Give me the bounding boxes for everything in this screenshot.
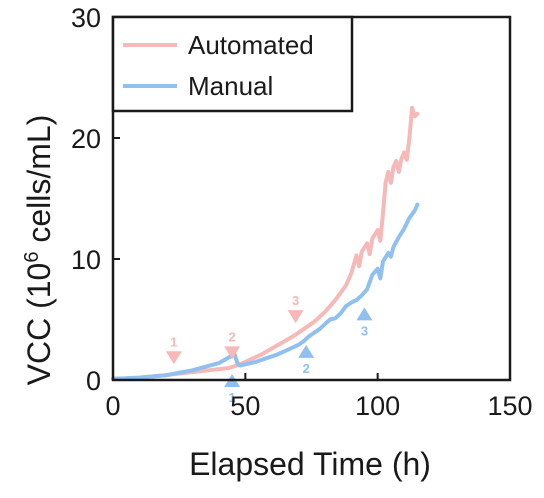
event-marker-automated-1 [165,351,182,365]
event-marker-label-automated-1: 1 [170,334,177,349]
legend-box [111,15,354,113]
legend: Automated Manual [111,15,354,113]
event-marker-label-manual-2: 2 [303,361,310,376]
event-marker-label-automated-3: 3 [292,293,299,308]
event-marker-automated-2 [224,346,241,360]
event-marker-label-manual-1: 1 [228,390,235,405]
x-tick-label: 100 [355,391,400,421]
event-marker-label-automated-2: 2 [228,329,235,344]
event-marker-automated-3 [287,310,304,324]
y-axis-title-prefix: VCC (10 [21,263,57,386]
series-line-manual [111,202,420,381]
event-marker-manual-3 [356,307,373,321]
y-tick-label: 30 [71,3,101,33]
series-layer [111,105,420,381]
y-axis-title-suffix: cells/mL) [21,115,57,252]
tick-layer: 0 50 100 150 0 10 20 30 [71,3,533,421]
y-axis-title: VCC (106 cells/mL) [21,115,57,386]
x-axis-title: Elapsed Time (h) [189,446,431,482]
y-tick-label: 0 [86,366,101,396]
y-tick-label: 20 [71,124,101,154]
legend-label-automated: Automated [188,30,314,60]
event-marker-manual-2 [298,344,315,358]
legend-label-manual: Manual [188,71,273,101]
x-tick-label: 150 [487,391,532,421]
x-tick-label: 50 [230,391,260,421]
event-marker-label-manual-3: 3 [361,323,368,338]
y-axis-title-exponent: 6 [21,252,43,263]
series-line-automated [111,105,420,381]
x-tick-label: 0 [105,391,120,421]
y-tick-label: 10 [71,245,101,275]
